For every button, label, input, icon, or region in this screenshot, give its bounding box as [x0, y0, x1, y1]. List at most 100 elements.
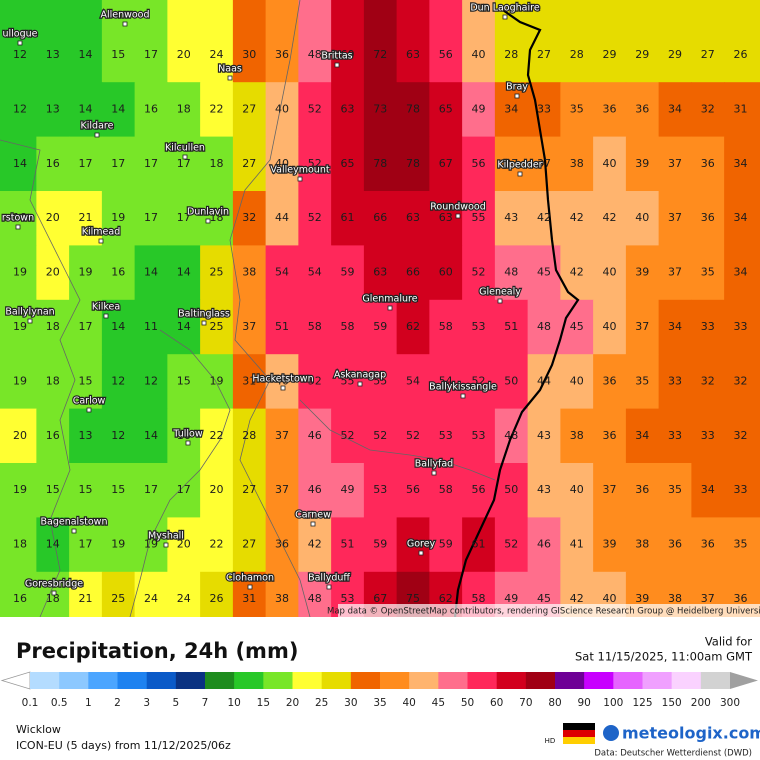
precip-cell — [265, 463, 299, 518]
grid-value: 43 — [504, 211, 518, 224]
precip-cell — [658, 82, 692, 138]
grid-value: 44 — [537, 374, 551, 387]
precip-cell — [167, 408, 201, 464]
precip-cell — [331, 299, 365, 355]
grid-value: 35 — [668, 483, 682, 496]
grid-value: 14 — [79, 48, 93, 61]
precip-cell — [625, 0, 660, 83]
grid-value: 25 — [111, 592, 125, 605]
grid-value: 63 — [406, 48, 420, 61]
grid-value: 40 — [603, 592, 617, 605]
precip-cell — [429, 354, 463, 410]
place-marker — [280, 385, 286, 391]
grid-value: 33 — [668, 374, 682, 387]
precip-cell — [298, 0, 332, 83]
precip-cell — [298, 517, 332, 573]
grid-value: 56 — [439, 48, 453, 61]
precip-cell — [134, 463, 168, 518]
grid-value: 52 — [341, 429, 355, 442]
precip-cell — [724, 82, 760, 138]
grid-value: 37 — [635, 320, 649, 333]
precip-cell — [0, 245, 37, 301]
precip-cell — [101, 0, 136, 83]
grid-value: 36 — [603, 429, 617, 442]
county-border — [229, 0, 311, 618]
precip-cell — [101, 191, 136, 246]
precip-cell — [691, 408, 725, 464]
precip-cell — [658, 0, 692, 83]
precip-cell — [36, 354, 70, 410]
legend-tick-label: 25 — [315, 697, 328, 709]
flag-stripe — [563, 723, 595, 730]
grid-value: 40 — [570, 483, 584, 496]
grid-value: 16 — [46, 429, 60, 442]
precip-cell — [134, 245, 168, 301]
precip-cell — [462, 136, 496, 192]
place-label: Goresbridge — [25, 579, 83, 590]
flag-stripe — [563, 730, 595, 737]
legend-swatch — [467, 672, 497, 689]
place-marker — [310, 521, 316, 527]
precip-cell — [69, 0, 103, 83]
grid-value: 33 — [537, 102, 551, 115]
grid-value: 18 — [177, 102, 191, 115]
precip-cell — [593, 82, 627, 138]
precip-cell — [101, 463, 136, 518]
legend-over — [730, 672, 758, 689]
place-label: Naas — [218, 64, 242, 75]
legend-swatch — [525, 672, 556, 689]
precip-cell — [167, 136, 201, 192]
place-label: Glenealy — [479, 287, 521, 298]
grid-value: 38 — [570, 429, 584, 442]
precip-cell — [593, 0, 627, 83]
hd-badge: HD — [545, 737, 556, 745]
legend-tick-label: 100 — [603, 697, 623, 709]
precip-cell — [429, 82, 463, 138]
place-label: Myshall — [148, 531, 184, 542]
place-marker — [460, 393, 466, 399]
grid-value: 40 — [603, 320, 617, 333]
legend-tick-label: 1 — [85, 697, 92, 709]
precip-cell — [265, 245, 299, 301]
grid-value: 19 — [13, 374, 27, 387]
grid-value: 14 — [177, 266, 191, 279]
legend-swatch — [613, 672, 643, 689]
grid-value: 17 — [79, 157, 93, 170]
grid-value: 59 — [373, 538, 387, 551]
precip-cell — [724, 0, 760, 83]
grid-value: 67 — [373, 592, 387, 605]
grid-value: 40 — [603, 157, 617, 170]
precip-cell — [265, 299, 299, 355]
grid-value: 27 — [242, 483, 256, 496]
precip-cell — [593, 354, 627, 410]
place-marker — [297, 176, 303, 182]
grid-value: 56 — [472, 157, 486, 170]
grid-value: 17 — [177, 157, 191, 170]
precip-cell — [265, 82, 299, 138]
precip-cell — [691, 136, 725, 192]
grid-value: 21 — [79, 211, 93, 224]
precip-cell — [36, 136, 70, 192]
grid-value: 63 — [373, 266, 387, 279]
grid-value: 37 — [275, 483, 289, 496]
grid-value: 62 — [406, 320, 420, 333]
place-marker — [418, 550, 424, 556]
legend-swatch — [555, 672, 585, 689]
precip-cell — [658, 408, 692, 464]
grid-value: 13 — [46, 102, 60, 115]
precip-cell — [0, 191, 37, 246]
precip-cell — [658, 299, 692, 355]
grid-value: 53 — [439, 429, 453, 442]
grid-value: 48 — [537, 320, 551, 333]
precip-cell — [167, 571, 201, 618]
grid-value: 16 — [177, 429, 191, 442]
grid-value: 22 — [210, 102, 224, 115]
precip-cell — [101, 136, 136, 192]
grid-value: 52 — [504, 538, 518, 551]
precip-cell — [265, 136, 299, 192]
grid-value: 17 — [144, 483, 158, 496]
grid-value: 73 — [373, 102, 387, 115]
grid-value: 55 — [373, 374, 387, 387]
valid-label: Valid for — [705, 635, 752, 649]
place-label: Bray — [506, 82, 528, 93]
